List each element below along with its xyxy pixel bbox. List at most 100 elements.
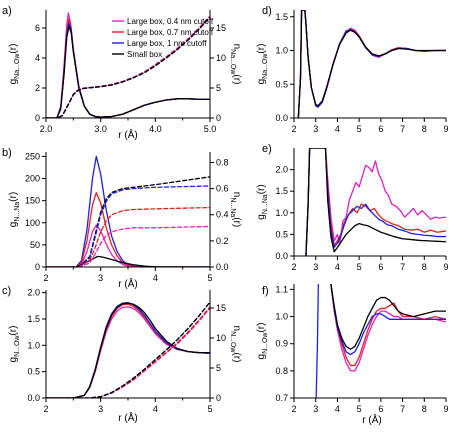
x-tick-label: 5 [207,273,212,283]
series-line-5 [46,185,210,267]
x-tick-label: 2 [291,404,296,414]
series-line-2 [46,22,210,118]
y-tick-label: 0.5 [275,229,288,239]
x-tick-label: 5 [357,262,362,272]
panel-label: c) [2,285,11,297]
x-tick-label: 9 [443,124,448,134]
x-tick-label: 6 [378,404,383,414]
x-tick-label: 6 [378,124,383,134]
y-tick-label: 1.5 [275,12,288,22]
y-tick-label: 0 [35,262,40,272]
series-line-3 [46,255,210,267]
series-line-6 [46,206,210,267]
y2-tick-label: 15 [216,303,226,313]
y2-tick-label: 0.6 [216,184,229,194]
x-tick-label: 4 [153,404,158,414]
x-tick-label: 2 [43,273,48,283]
y-tick-label: 1.0 [27,340,40,350]
y-axis-label: gN...Ow(r) [256,323,269,360]
y2-axis-label: nN...Na(r) [229,192,242,227]
x-tick-label: 4 [335,262,340,272]
y-tick-label: 0.0 [275,113,288,123]
x-tick-label: 8 [422,404,427,414]
axis-frame [45,152,211,268]
x-tick-label: 4 [153,273,158,283]
y2-tick-label: 0.8 [216,157,229,167]
x-tick-label: 8 [422,262,427,272]
y2-tick-label: 0 [216,113,221,123]
y-axis-label: gNa...Ow(r) [256,44,269,85]
axis-frame [293,10,446,119]
panel-label: e) [262,143,272,155]
y-tick-label: 0.5 [275,79,288,89]
y-tick-label: 1.0 [275,46,288,56]
y2-tick-label: 10 [216,333,226,343]
x-tick-label: 3 [313,124,318,134]
x-tick-label: 4.0 [149,124,162,134]
y-tick-label: 0 [35,113,40,123]
series-line-3 [330,284,446,356]
series-line-2 [297,10,446,118]
series-group [315,284,446,398]
x-tick-label: 8 [422,124,427,134]
series-line-0 [46,155,210,267]
y-tick-label: 200 [25,174,40,184]
y-tick-label: 50 [30,240,40,250]
x-tick-label: 3 [313,404,318,414]
y-tick-label: 6 [35,23,40,33]
y-tick-label: 2.0 [27,288,40,298]
series-line-0 [297,10,446,118]
x-tick-label: 5 [357,124,362,134]
y-tick-label: 0.7 [275,393,288,403]
y-tick-label: 0.8 [275,366,288,376]
legend: Large box, 0.4 nm cutoff Large box, 0.7 n… [112,17,214,59]
x-tick-label: 6 [378,262,383,272]
y2-axis-label: nN...Ow(r) [229,326,242,363]
y-tick-label: 150 [25,196,40,206]
y-tick-label: 1.5 [27,314,40,324]
x-tick-label: 5 [207,404,212,414]
series-group [297,10,446,118]
y-tick-label: 0.9 [275,339,288,349]
x-tick-label: 5.0 [204,124,217,134]
series-line-0 [305,148,446,256]
y2-axis-label: nNa...Ow(r) [229,44,242,85]
y-tick-label: 1.5 [275,186,288,196]
legend-entry: Large box, 1 nm cutoff [127,39,207,48]
x-tick-label: 5 [357,404,362,414]
x-tick-label: 4 [335,404,340,414]
y-tick-label: 0.0 [275,251,288,261]
legend-entry: Small box [127,50,162,59]
y2-tick-label: 0.0 [216,262,229,272]
x-tick-label: 9 [443,262,448,272]
legend-entry: Large box, 0.4 nm cutoff [127,17,214,26]
y2-tick-label: 0 [216,393,221,403]
series-line-3 [46,25,210,118]
y-axis-label: gN...Na(r) [256,184,269,219]
series-group [46,12,210,118]
x-tick-label: 2 [291,124,296,134]
x-tick-label: 2 [291,262,296,272]
series-group [305,148,446,256]
y-axis-label: gNa...Ow(r) [8,44,21,85]
x-tick-label: 2 [43,404,48,414]
y-tick-label: 1.1 [275,284,288,294]
series-line-3 [305,148,446,256]
x-axis-label: r (Å) [118,128,137,141]
panel-e: 2 3 4 5 6 7 8 9 0.0 0.5 1.0 1.5 2.0e) gN...Na(r) [256,143,449,272]
x-axis-label: r (Å) [118,411,137,424]
y-tick-label: 0.5 [27,367,40,377]
axis-frame [293,148,446,257]
panel-label: a) [2,5,12,17]
y-tick-label: 100 [25,218,40,228]
x-axis-label: r (Å) [362,413,381,426]
y2-tick-label: 0.2 [216,236,229,246]
series-line-4 [330,284,446,350]
panel-d: 2 3 4 5 6 7 8 9 0.0 0.5 1.0 1.5d) gNa...Ow(r) [256,5,449,134]
series-line-1 [297,10,446,118]
x-tick-label: 3 [98,273,103,283]
